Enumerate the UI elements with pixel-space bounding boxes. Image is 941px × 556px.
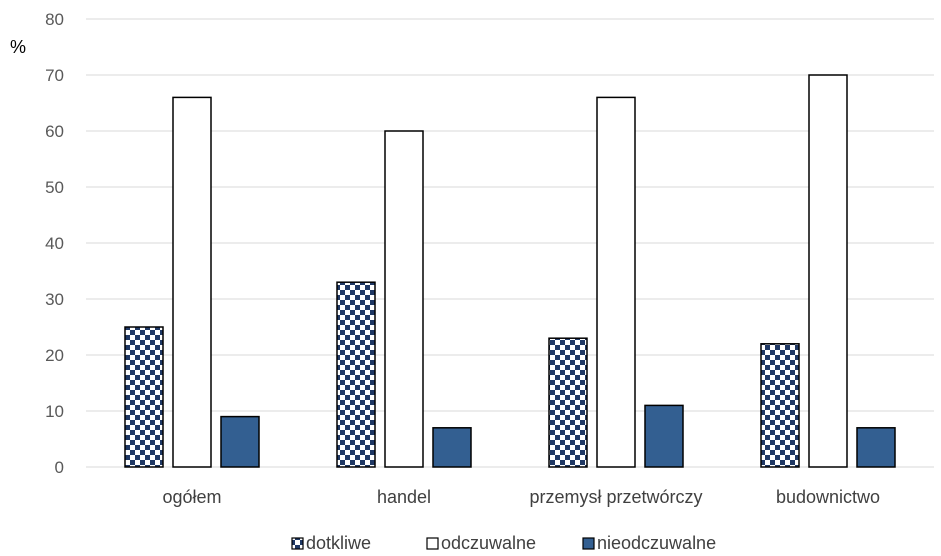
y-tick-label: 30 — [45, 290, 64, 309]
bar-nieodczuwalne-0 — [220, 415, 260, 468]
bar-nieodczuwalne-2 — [644, 404, 684, 468]
y-tick-label: 0 — [55, 458, 64, 477]
x-category-label: budownictwo — [776, 487, 880, 507]
bar-odczuwalne-0 — [172, 96, 212, 468]
bar-odczuwalne-1 — [384, 130, 424, 468]
bars — [124, 74, 896, 468]
bar-dotkliwe-1 — [336, 281, 376, 468]
legend-label: odczuwalne — [441, 533, 536, 553]
legend-label: nieodczuwalne — [597, 533, 716, 553]
y-tick-label: 70 — [45, 66, 64, 85]
y-tick-label: 50 — [45, 178, 64, 197]
y-axis-ticks: 0 10 20 30 40 50 60 70 80 — [45, 10, 64, 477]
bar-dotkliwe-3 — [760, 343, 800, 468]
y-tick-label: 20 — [45, 346, 64, 365]
bar-odczuwalne-3 — [808, 74, 848, 468]
y-tick-label: 60 — [45, 122, 64, 141]
legend: dotkliwe odczuwalne nieodczuwalne — [291, 533, 716, 553]
x-axis-labels: ogółem handel przemysł przetwórczy budownic… — [162, 487, 880, 507]
legend-swatch-odczuwalne — [426, 537, 439, 550]
bar-dotkliwe-0 — [124, 326, 164, 468]
grid-lines — [86, 18, 934, 468]
y-axis-label: % — [10, 37, 26, 57]
x-category-label: handel — [377, 487, 431, 507]
bar-dotkliwe-2 — [548, 337, 588, 468]
x-category-label: ogółem — [162, 487, 221, 507]
x-category-label: przemysł przetwórczy — [529, 487, 702, 507]
bar-nieodczuwalne-1 — [432, 427, 472, 468]
legend-swatch-nieodczuwalne — [582, 537, 595, 550]
legend-swatch-dotkliwe — [291, 537, 304, 550]
y-tick-label: 40 — [45, 234, 64, 253]
bar-nieodczuwalne-3 — [856, 427, 896, 468]
y-tick-label: 80 — [45, 10, 64, 29]
bar-odczuwalne-2 — [596, 96, 636, 468]
legend-label: dotkliwe — [306, 533, 371, 553]
y-tick-label: 10 — [45, 402, 64, 421]
